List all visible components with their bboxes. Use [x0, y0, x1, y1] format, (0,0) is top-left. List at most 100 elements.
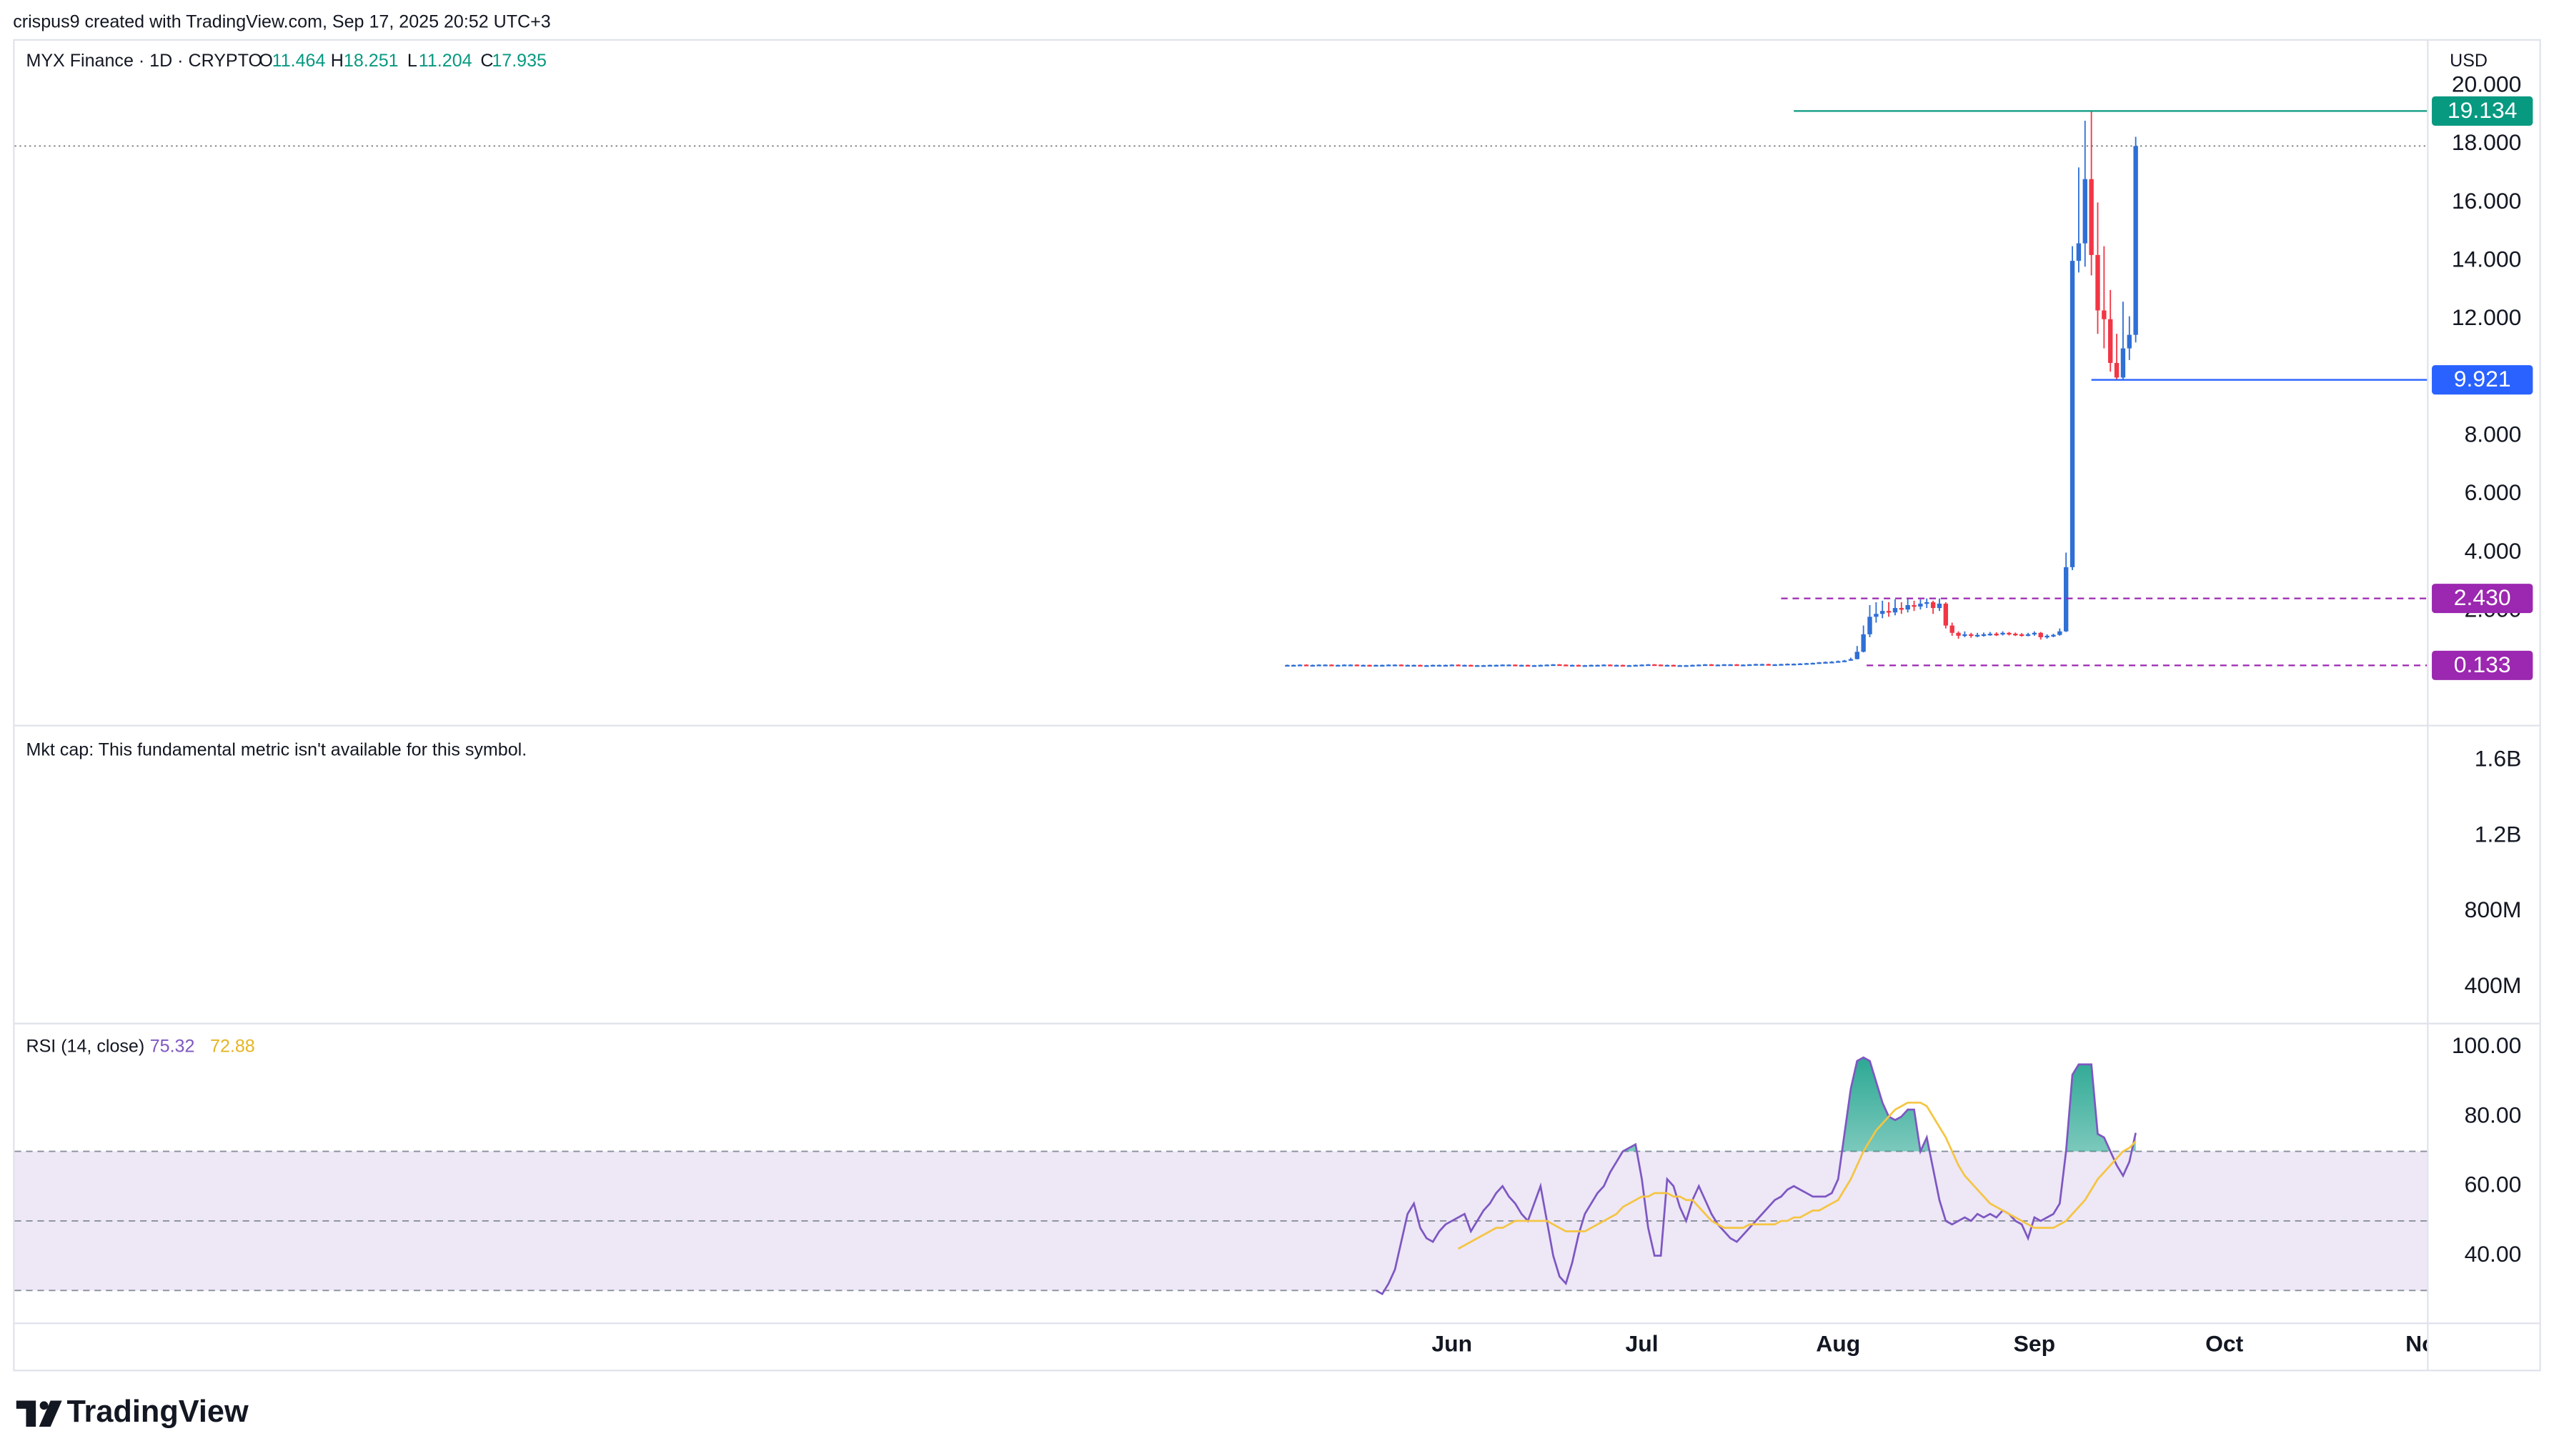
time-axis: Jun Jul Aug Sep Oct No — [1431, 1330, 2427, 1356]
y-tick-label: 40.00 — [2465, 1241, 2522, 1267]
candle-body — [2025, 634, 2031, 637]
candle-body — [2007, 632, 2012, 635]
candle-body — [2114, 363, 2120, 378]
candle-body — [1974, 634, 1980, 637]
y-tick-label: 60.00 — [2465, 1172, 2522, 1197]
candle-body — [2082, 179, 2087, 244]
x-tick-label: Sep — [2014, 1330, 2056, 1356]
candle-body — [1943, 603, 1949, 626]
candle-body — [1797, 663, 1803, 665]
candle-body — [1664, 664, 1670, 667]
candle-body — [1436, 664, 1442, 667]
candle-body — [1696, 664, 1701, 667]
candle-body — [2063, 567, 2069, 632]
candle-body — [1981, 634, 1987, 637]
ohlc-letter: O — [259, 51, 272, 71]
candle-body — [1671, 664, 1676, 667]
price-badge-label: 2.430 — [2454, 584, 2511, 610]
candle-body — [1969, 634, 1974, 637]
candle-body — [1684, 665, 1689, 667]
candle-body — [1475, 665, 1480, 667]
y-tick-label: 400M — [2465, 972, 2522, 998]
candle-body — [1291, 664, 1296, 667]
candle-body — [1519, 664, 1524, 667]
candle-body — [1652, 664, 1657, 667]
logo: TradingView — [16, 1395, 249, 1429]
candle-body — [1690, 664, 1695, 667]
candle-body — [1848, 659, 1854, 661]
candle-body — [1373, 664, 1378, 667]
candle-body — [1792, 664, 1797, 666]
candle-body — [1709, 664, 1714, 667]
candle-body — [1569, 664, 1575, 667]
logo-icon — [16, 1400, 36, 1427]
y-tick-label: 20.000 — [2452, 71, 2522, 96]
candle-body — [2133, 146, 2138, 335]
candle-body — [1564, 664, 1569, 667]
y-tick-label: 100.00 — [2452, 1032, 2522, 1058]
y-tick-label: 6.000 — [2465, 479, 2522, 505]
candle-body — [1987, 634, 1993, 636]
candle-body — [2076, 243, 2082, 261]
candle-body — [1949, 625, 1954, 633]
candle-body — [1386, 664, 1391, 667]
candle-body — [1658, 664, 1664, 667]
y-tick-label: 18.000 — [2452, 129, 2522, 155]
candle-body — [1924, 602, 1929, 604]
logo-text: TradingView — [66, 1395, 249, 1429]
candle-body — [2000, 632, 2005, 635]
candle-body — [2120, 348, 2126, 378]
candle-body — [1380, 664, 1385, 667]
candle-body — [1316, 664, 1321, 667]
y-tick-label: 14.000 — [2452, 246, 2522, 272]
candle-body — [1469, 664, 1474, 667]
candle-body — [2127, 334, 2132, 349]
candle-body — [1741, 664, 1746, 667]
candles — [14, 111, 2428, 667]
y-tick-label: 80.00 — [2465, 1102, 2522, 1127]
candle-body — [1310, 664, 1316, 667]
candle-body — [1892, 608, 1898, 613]
candle-body — [1702, 664, 1708, 667]
candle-body — [1531, 665, 1537, 667]
candle-body — [1899, 608, 1904, 610]
candle-body — [1842, 660, 1847, 662]
logo-icon — [39, 1400, 62, 1427]
rsi-value: 75.32 — [150, 1036, 195, 1056]
candle-body — [1962, 634, 1967, 637]
candle-body — [1411, 664, 1416, 667]
candle-body — [1639, 664, 1644, 667]
candle-body — [1817, 662, 1822, 664]
candle-body — [1721, 664, 1726, 667]
ohlc-letter: H — [331, 51, 344, 71]
candle-body — [1867, 617, 1872, 634]
candle-body — [1595, 664, 1600, 667]
y-tick-label: 1.2B — [2475, 821, 2522, 847]
price-badge-label: 9.921 — [2454, 366, 2511, 392]
candle-body — [1956, 632, 1961, 636]
candle-body — [1418, 664, 1423, 667]
candle-body — [1513, 664, 1518, 667]
candle-body — [1285, 664, 1290, 667]
candle-body — [1829, 662, 1834, 664]
candle-body — [2057, 631, 2062, 635]
candle-body — [1303, 664, 1309, 667]
symbol: MYX Finance · 1D · CRYPTO — [26, 51, 262, 71]
candle-body — [1487, 664, 1493, 667]
candle-body — [1753, 664, 1759, 666]
candle-body — [1614, 664, 1619, 667]
candle-body — [1715, 664, 1721, 667]
candle-body — [1918, 603, 1923, 607]
rsi-ma-value: 72.88 — [210, 1036, 255, 1056]
candle-body — [1620, 664, 1626, 667]
candle-body — [1886, 611, 1892, 613]
candle-body — [1323, 664, 1328, 667]
y-tick-label: 800M — [2465, 897, 2522, 922]
candle-body — [1646, 664, 1651, 667]
candle-body — [2089, 179, 2094, 255]
frame — [13, 39, 2541, 1372]
price-badge — [2432, 650, 2533, 680]
y-tick-label: 16.000 — [2452, 188, 2522, 214]
ohlc-value: 11.464 — [272, 51, 326, 71]
